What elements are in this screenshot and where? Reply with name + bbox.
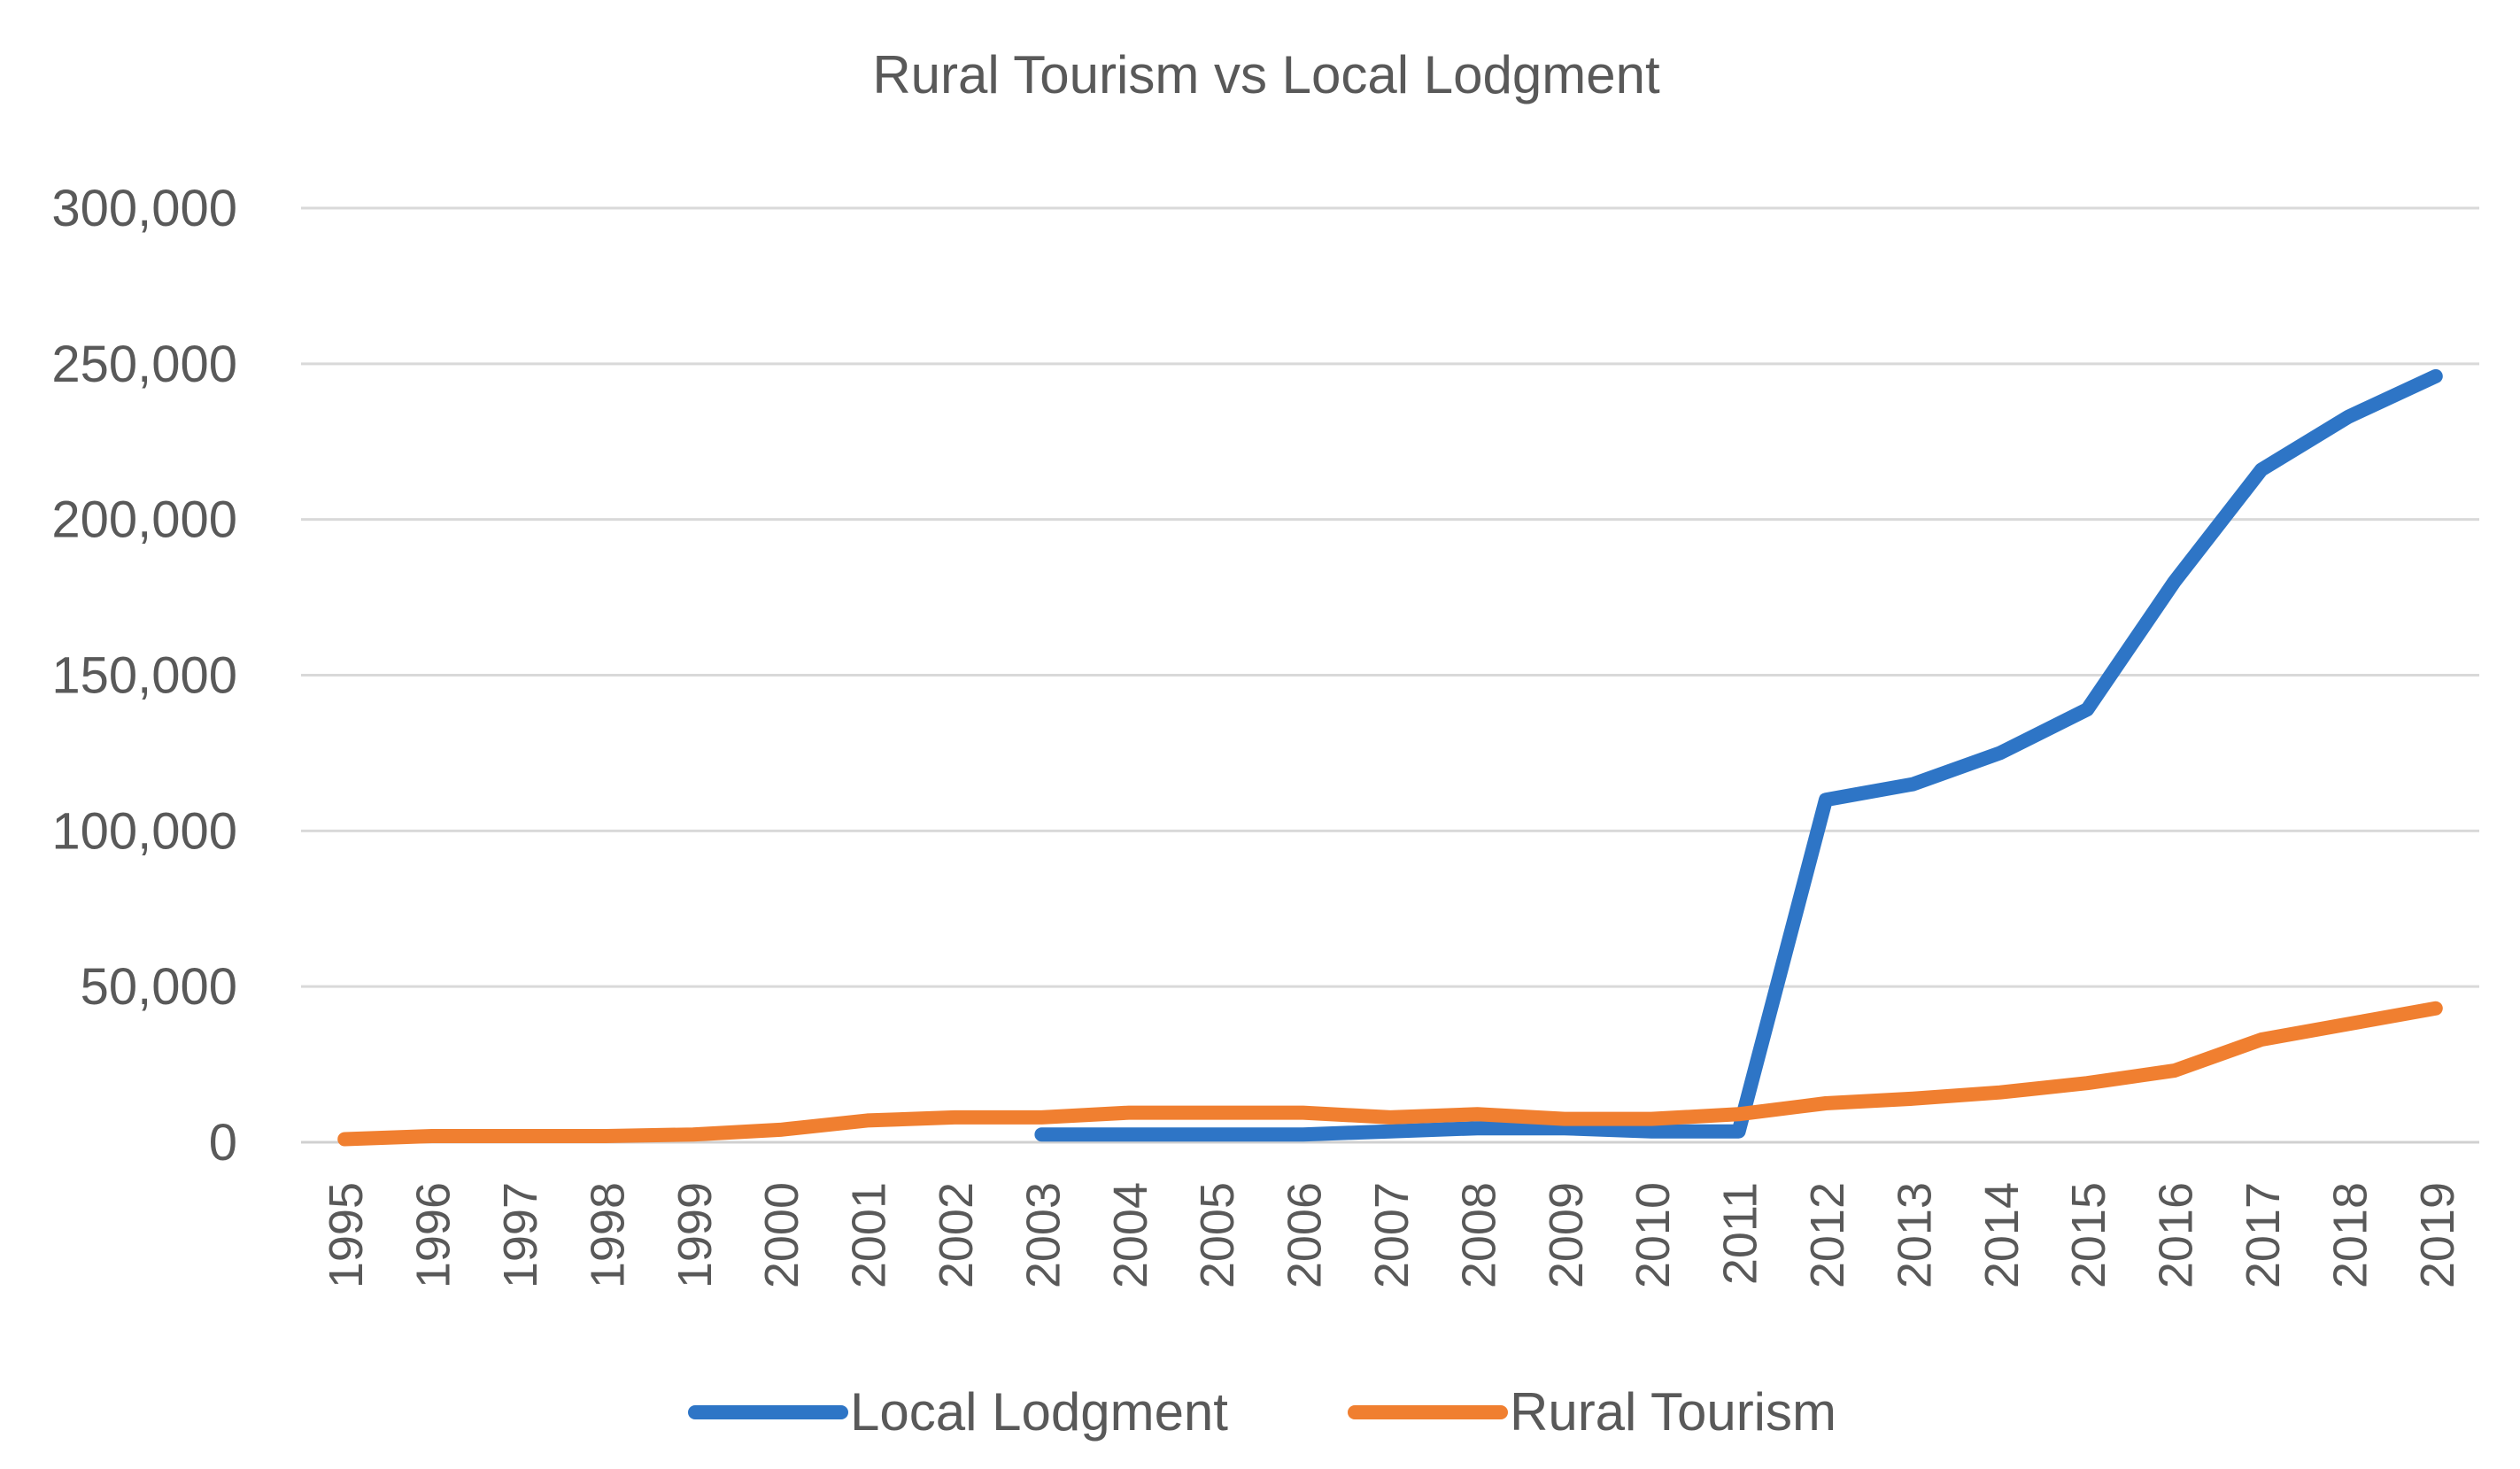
x-axis-tick-labels: 1995 1996 1997 1998 1999 2000 2001 2002 2003 2004… bbox=[320, 1182, 2464, 1288]
x-tick-label: 1998 bbox=[581, 1182, 634, 1288]
x-tick-label: 2015 bbox=[2062, 1182, 2115, 1288]
y-tick-label: 50,000 bbox=[81, 958, 237, 1016]
x-tick-label: 2003 bbox=[1017, 1182, 1070, 1288]
series-lines bbox=[337, 368, 2443, 1147]
y-tick-label: 0 bbox=[209, 1114, 237, 1171]
chart-title: Rural Tourism vs Local Lodgment bbox=[872, 45, 1660, 104]
x-tick-label: 2007 bbox=[1365, 1182, 1418, 1288]
x-tick-label: 2017 bbox=[2237, 1182, 2290, 1288]
x-tick-label: 1996 bbox=[407, 1182, 460, 1288]
x-tick-label: 2010 bbox=[1627, 1182, 1680, 1288]
x-tick-label: 2018 bbox=[2323, 1182, 2377, 1288]
y-tick-label: 300,000 bbox=[51, 180, 237, 237]
x-tick-label: 2012 bbox=[1801, 1182, 1854, 1288]
series-line-local-lodgment bbox=[1034, 368, 2443, 1142]
x-tick-label: 2009 bbox=[1540, 1182, 1593, 1288]
legend: Local Lodgment Rural Tourism bbox=[688, 1382, 1836, 1442]
x-tick-label: 2002 bbox=[930, 1182, 983, 1288]
y-tick-label: 150,000 bbox=[51, 647, 237, 705]
x-tick-label: 2001 bbox=[843, 1182, 896, 1288]
y-tick-label: 250,000 bbox=[51, 336, 237, 393]
x-tick-label: 2014 bbox=[1975, 1182, 2029, 1288]
x-tick-label: 1997 bbox=[494, 1182, 547, 1288]
x-tick-label: 2004 bbox=[1104, 1182, 1157, 1288]
y-axis-tick-labels: 0 50,000 100,000 150,000 200,000 250,000 300,0… bbox=[51, 180, 237, 1171]
x-tick-label: 2016 bbox=[2150, 1182, 2203, 1288]
x-tick-label: 2008 bbox=[1452, 1182, 1505, 1288]
x-tick-label: 2006 bbox=[1279, 1182, 1332, 1288]
x-tick-label: 2019 bbox=[2411, 1182, 2464, 1288]
legend-label: Local Lodgment bbox=[850, 1382, 1228, 1442]
gridlines bbox=[301, 206, 2479, 1144]
x-tick-label: 2005 bbox=[1191, 1182, 1244, 1288]
x-tick-label: 1999 bbox=[669, 1182, 722, 1288]
y-tick-label: 200,000 bbox=[51, 491, 237, 549]
x-tick-label: 2011 bbox=[1714, 1182, 1767, 1285]
y-tick-label: 100,000 bbox=[51, 802, 237, 860]
legend-label: Rural Tourism bbox=[1510, 1382, 1836, 1442]
x-tick-label: 2000 bbox=[755, 1182, 808, 1288]
x-tick-label: 1995 bbox=[320, 1182, 373, 1288]
x-tick-label: 2013 bbox=[1888, 1182, 1941, 1288]
series-line-rural-tourism bbox=[337, 1001, 2443, 1147]
